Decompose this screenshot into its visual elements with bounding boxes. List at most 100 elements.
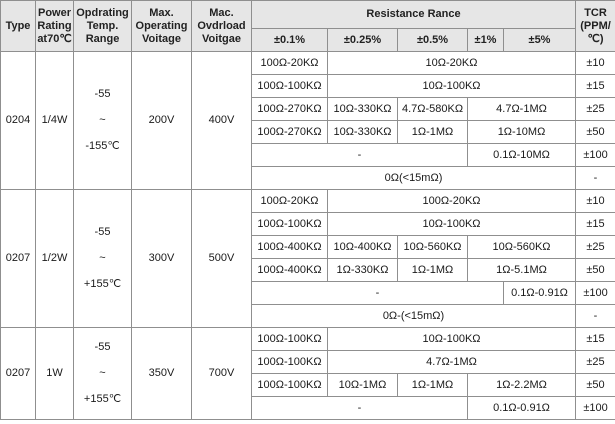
resistance-cell: 4.7Ω-1MΩ bbox=[326, 350, 577, 374]
type-cell: 0207 bbox=[0, 189, 36, 328]
tcr-cell: ±10 bbox=[575, 189, 615, 213]
resistance-cell: - bbox=[251, 396, 468, 420]
power-cell: 1W bbox=[35, 327, 74, 420]
overload-voltage-cell: 400V bbox=[191, 51, 252, 190]
resistance-cell: 10Ω-330KΩ bbox=[327, 97, 398, 121]
power-header-line2: Rating bbox=[37, 19, 72, 32]
table-row: - 0.1Ω-0.91Ω ±100 bbox=[1, 281, 615, 305]
tolerance-0-25-header: ±0.25% bbox=[327, 28, 398, 52]
resistance-cell: 10Ω-100KΩ bbox=[326, 74, 577, 98]
tcr-cell: ±100 bbox=[575, 281, 615, 305]
max-voltage-cell: 350V bbox=[131, 327, 192, 420]
power-cell: 1/2W bbox=[35, 189, 74, 328]
type-cell: 0204 bbox=[0, 51, 36, 190]
resistance-cell: 1Ω-5.1MΩ bbox=[466, 258, 577, 282]
temp-range-cell: -55 ~ +155℃ bbox=[73, 189, 132, 328]
resistance-cell: 100Ω-100KΩ bbox=[251, 350, 328, 374]
resistance-range-label: Resistance Rance bbox=[366, 8, 461, 20]
resistance-cell: - bbox=[251, 281, 504, 305]
tcr-cell: ±100 bbox=[575, 396, 615, 420]
resistance-cell: 100Ω-100KΩ bbox=[251, 74, 328, 98]
temp-max: +155℃ bbox=[83, 278, 122, 290]
resistance-cell: 0.1Ω-10MΩ bbox=[466, 143, 577, 167]
tolerance-label: ±1% bbox=[474, 33, 497, 46]
resistance-cell: 10Ω-100KΩ bbox=[326, 212, 577, 236]
table-row: 0204 1/4W -55 ~ -155℃ 200V 400V 100Ω-20K… bbox=[0, 51, 615, 190]
tcr-cell: ±50 bbox=[575, 120, 615, 144]
tcr-cell: - bbox=[575, 304, 615, 328]
maxop-header-line1: Max. bbox=[149, 6, 174, 19]
tcr-cell: ±25 bbox=[575, 97, 615, 121]
resistance-cell: 0.1Ω-0.91Ω bbox=[502, 281, 577, 305]
resistance-cell: - bbox=[251, 143, 468, 167]
tcr-header-line1: TCR bbox=[584, 6, 607, 19]
resistance-cell: 10Ω-400KΩ bbox=[327, 235, 398, 259]
overload-voltage-cell: 700V bbox=[191, 327, 252, 420]
tcr-cell: ±10 bbox=[575, 51, 615, 75]
resistance-cell: 1Ω-2.2MΩ bbox=[466, 373, 577, 397]
temp-max: -155℃ bbox=[85, 140, 120, 152]
table-row: 100Ω-100KΩ 10Ω-100KΩ ±15 bbox=[1, 212, 615, 236]
power-header-line3: at70℃ bbox=[37, 32, 72, 45]
tcr-cell: ±25 bbox=[575, 235, 615, 259]
maxop-header-line3: Voitage bbox=[142, 32, 181, 45]
resistance-cell: 10Ω-100KΩ bbox=[326, 327, 577, 351]
resistance-cell: 1Ω-1MΩ bbox=[397, 373, 468, 397]
temp-header-line3: Range bbox=[85, 32, 120, 45]
tolerance-label: ±0.5% bbox=[416, 33, 449, 46]
table-row: 100Ω-270KΩ 10Ω-330KΩ 1Ω-1MΩ 1Ω-10MΩ ±50 bbox=[1, 120, 615, 144]
tcr-cell: ±50 bbox=[575, 258, 615, 282]
table-row: 0207 1W -55 ~ +155℃ 350V 700V 100Ω-100KΩ… bbox=[0, 327, 615, 420]
tcr-cell: ±15 bbox=[575, 212, 615, 236]
power-rating-header: Power Rating at70℃ bbox=[35, 0, 74, 52]
resistance-cell: 0.1Ω-0.91Ω bbox=[466, 396, 577, 420]
tolerance-label: ±0.1% bbox=[273, 33, 306, 46]
temp-min: -55 bbox=[94, 341, 111, 353]
resistance-cell: 100Ω-100KΩ bbox=[251, 373, 328, 397]
temp-max: +155℃ bbox=[83, 393, 122, 405]
temp-range-cell: -55 ~ -155℃ bbox=[73, 51, 132, 190]
tcr-header-line2: (PPM/ bbox=[580, 19, 611, 32]
tolerance-label: ±0.25% bbox=[343, 33, 382, 46]
resistance-cell: 100Ω-270KΩ bbox=[251, 97, 328, 121]
resistance-cell: 0Ω-(<15mΩ) bbox=[250, 304, 577, 328]
resistance-cell: 1Ω-1MΩ bbox=[397, 120, 468, 144]
resistance-cell: 100Ω-100KΩ bbox=[251, 327, 328, 351]
resistance-cell: 100Ω-20KΩ bbox=[251, 189, 328, 213]
resistance-cell: 4.7Ω-580KΩ bbox=[397, 97, 468, 121]
table-row: - 0.1Ω-0.91Ω ±100 bbox=[1, 396, 615, 420]
tcr-cell: ±15 bbox=[575, 74, 615, 98]
temp-min: -55 bbox=[94, 88, 111, 100]
table-row: 100Ω-100KΩ 4.7Ω-1MΩ ±25 bbox=[1, 350, 615, 374]
resistance-range-header: Resistance Rance bbox=[250, 0, 577, 29]
overload-header-line2: Ovdrload bbox=[197, 19, 246, 32]
resistance-cell: 0Ω(<15mΩ) bbox=[250, 166, 577, 190]
resistance-cell: 100Ω-20KΩ bbox=[326, 189, 577, 213]
tcr-cell: ±25 bbox=[575, 350, 615, 374]
temp-tilde: ~ bbox=[99, 252, 106, 264]
resistance-cell: 4.7Ω-1MΩ bbox=[466, 97, 577, 121]
resistance-cell: 1Ω-330KΩ bbox=[327, 258, 398, 282]
max-voltage-cell: 300V bbox=[131, 189, 192, 328]
tolerance-1-header: ±1% bbox=[467, 28, 504, 52]
temp-header-line1: Opdrating bbox=[76, 6, 129, 19]
maxop-header-line2: Operating bbox=[135, 19, 188, 32]
table-row: 100Ω-270KΩ 10Ω-330KΩ 4.7Ω-580KΩ 4.7Ω-1MΩ… bbox=[1, 97, 615, 121]
tolerance-5-header: ±5% bbox=[502, 28, 577, 52]
resistance-cell: 10Ω-1MΩ bbox=[327, 373, 398, 397]
table-row: 0Ω-(<15mΩ) - bbox=[1, 304, 615, 328]
tcr-header: TCR (PPM/ ℃) bbox=[575, 0, 615, 52]
temp-tilde: ~ bbox=[99, 114, 106, 126]
temp-min: -55 bbox=[94, 226, 111, 238]
resistance-cell: 100Ω-20KΩ bbox=[251, 51, 328, 75]
resistance-cell: 10Ω-560KΩ bbox=[397, 235, 468, 259]
temp-tilde: ~ bbox=[99, 367, 106, 379]
tcr-header-line3: ℃) bbox=[587, 32, 604, 45]
resistance-cell: 100Ω-400KΩ bbox=[251, 258, 328, 282]
tcr-cell: - bbox=[575, 166, 615, 190]
overload-voltage-cell: 500V bbox=[191, 189, 252, 328]
overload-voltage-header: Mac. Ovdrload Voitgae bbox=[191, 0, 252, 52]
resistance-cell: 10Ω-560KΩ bbox=[466, 235, 577, 259]
temp-header-line2: Temp. bbox=[86, 19, 119, 32]
